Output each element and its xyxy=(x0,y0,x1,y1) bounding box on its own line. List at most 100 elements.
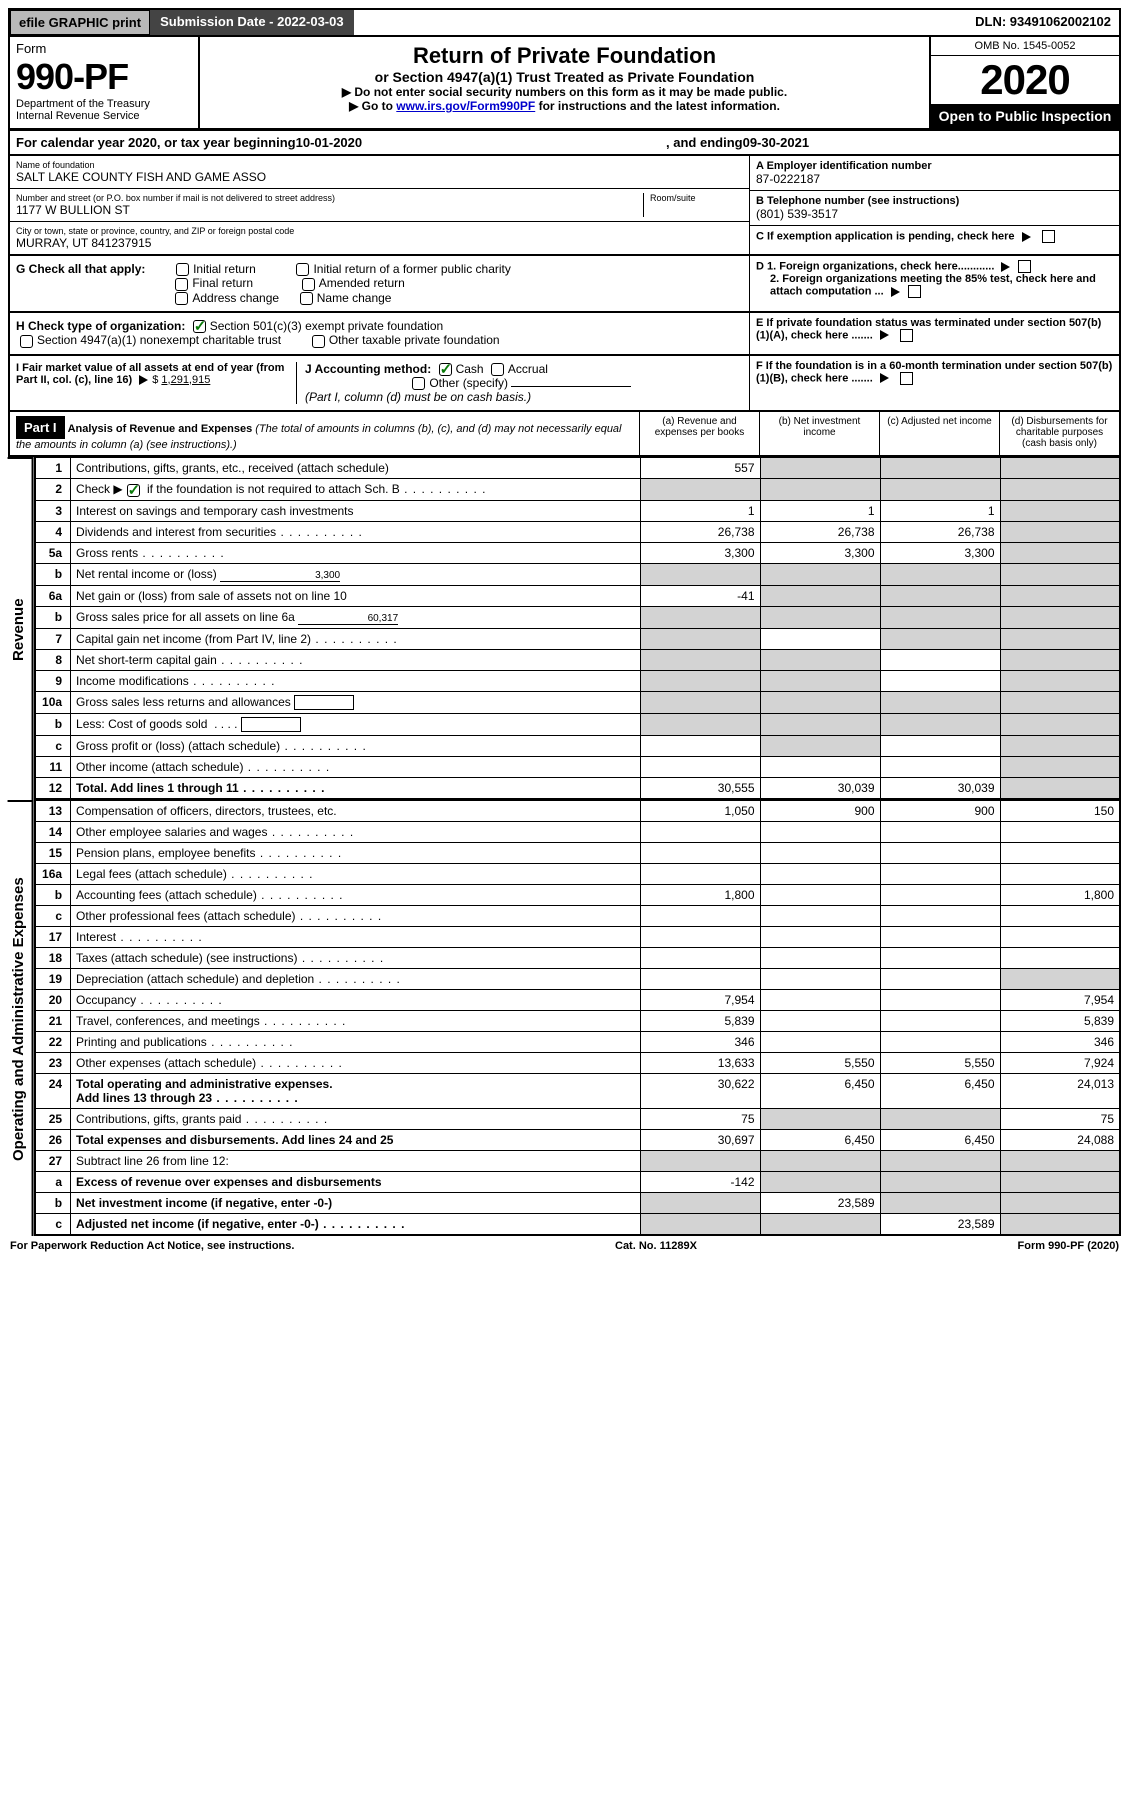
table-row: 9Income modifications xyxy=(35,670,1120,691)
table-row: bLess: Cost of goods sold . . . . xyxy=(35,713,1120,735)
table-row: 7Capital gain net income (from Part IV, … xyxy=(35,628,1120,649)
calendar-year-row: For calendar year 2020, or tax year begi… xyxy=(8,130,1121,156)
table-row: 26Total expenses and disbursements. Add … xyxy=(35,1130,1120,1151)
name-change-checkbox[interactable] xyxy=(300,292,313,305)
initial-return-checkbox[interactable] xyxy=(176,263,189,276)
h-e-row: H Check type of organization: Section 50… xyxy=(8,313,1121,356)
form-label: Form xyxy=(16,41,192,56)
arrow-icon xyxy=(139,375,148,385)
open-to-public: Open to Public Inspection xyxy=(931,104,1119,128)
schb-checkbox[interactable] xyxy=(127,484,140,497)
table-row: 5aGross rents3,3003,3003,300 xyxy=(35,542,1120,563)
address-change-checkbox[interactable] xyxy=(175,292,188,305)
ein-label: A Employer identification number xyxy=(756,160,1113,172)
table-row: 23Other expenses (attach schedule)13,633… xyxy=(35,1053,1120,1074)
city-state-zip: MURRAY, UT 841237915 xyxy=(16,236,743,250)
col-c-header: (c) Adjusted net income xyxy=(879,412,999,455)
table-row: 3Interest on savings and temporary cash … xyxy=(35,500,1120,521)
table-row: bGross sales price for all assets on lin… xyxy=(35,606,1120,628)
arrow-icon xyxy=(891,287,900,297)
expenses-table: 13Compensation of officers, directors, t… xyxy=(34,800,1121,1236)
i-j-f-row: I Fair market value of all assets at end… xyxy=(8,356,1121,413)
j-label: J Accounting method: xyxy=(305,362,431,376)
table-row: 17Interest xyxy=(35,927,1120,948)
table-row: bNet rental income or (loss) 3,300 xyxy=(35,563,1120,585)
table-row: bNet investment income (if negative, ent… xyxy=(35,1193,1120,1214)
name-label: Name of foundation xyxy=(16,160,743,170)
i-label: I Fair market value of all assets at end… xyxy=(16,362,284,386)
cash-checkbox[interactable] xyxy=(439,363,452,376)
f-checkbox[interactable] xyxy=(900,372,913,385)
table-row: 16aLegal fees (attach schedule) xyxy=(35,864,1120,885)
tax-year-begin: 10-01-2020 xyxy=(296,135,363,150)
arrow-icon xyxy=(1022,232,1031,242)
submission-date: Submission Date - 2022-03-03 xyxy=(150,10,354,35)
omb-number: OMB No. 1545-0052 xyxy=(931,37,1119,56)
col-b-header: (b) Net investment income xyxy=(759,412,879,455)
ein-value: 87-0222187 xyxy=(756,172,1113,186)
room-label: Room/suite xyxy=(650,193,743,203)
table-row: aExcess of revenue over expenses and dis… xyxy=(35,1172,1120,1193)
page-footer: For Paperwork Reduction Act Notice, see … xyxy=(8,1236,1121,1256)
city-label: City or town, state or province, country… xyxy=(16,226,743,236)
form-header: Form 990-PF Department of the Treasury I… xyxy=(8,37,1121,130)
irs-link[interactable]: www.irs.gov/Form990PF xyxy=(396,99,535,113)
table-row: 4Dividends and interest from securities2… xyxy=(35,521,1120,542)
col-a-header: (a) Revenue and expenses per books xyxy=(639,412,759,455)
form-number: 990-PF xyxy=(16,56,192,98)
arrow-icon xyxy=(1001,262,1010,272)
table-row: 18Taxes (attach schedule) (see instructi… xyxy=(35,948,1120,969)
g-d-row: G Check all that apply: Initial return I… xyxy=(8,256,1121,313)
dept-treasury: Department of the Treasury xyxy=(16,98,192,110)
part1-title: Analysis of Revenue and Expenses xyxy=(68,423,253,435)
revenue-side-label: Revenue xyxy=(8,457,34,800)
ssn-warning: ▶ Do not enter social security numbers o… xyxy=(206,85,923,99)
f-label: F If the foundation is in a 60-month ter… xyxy=(756,360,1112,384)
arrow-icon xyxy=(880,373,889,383)
irs-label: Internal Revenue Service xyxy=(16,110,192,122)
form-title: Return of Private Foundation xyxy=(206,43,923,69)
accrual-checkbox[interactable] xyxy=(491,363,504,376)
tax-year-end: 09-30-2021 xyxy=(743,135,810,150)
tax-year: 2020 xyxy=(931,56,1119,104)
d2-checkbox[interactable] xyxy=(908,285,921,298)
table-row: 14Other employee salaries and wages xyxy=(35,822,1120,843)
part1-header: Part I Analysis of Revenue and Expenses … xyxy=(8,412,1121,457)
table-row: 15Pension plans, employee benefits xyxy=(35,843,1120,864)
table-row: 13Compensation of officers, directors, t… xyxy=(35,801,1120,822)
foundation-name: SALT LAKE COUNTY FISH AND GAME ASSO xyxy=(16,170,743,184)
table-row: 2Check ▶ if the foundation is not requir… xyxy=(35,479,1120,500)
catalog-number: Cat. No. 11289X xyxy=(294,1240,1017,1252)
initial-public-checkbox[interactable] xyxy=(296,263,309,276)
other-method-checkbox[interactable] xyxy=(412,377,425,390)
fmv-value: 1,291,915 xyxy=(161,374,210,386)
phone-value: (801) 539-3517 xyxy=(756,207,1113,221)
amended-return-checkbox[interactable] xyxy=(302,278,315,291)
g-label: G Check all that apply: xyxy=(16,262,145,276)
other-taxable-checkbox[interactable] xyxy=(312,335,325,348)
phone-label: B Telephone number (see instructions) xyxy=(756,195,1113,207)
table-row: 1Contributions, gifts, grants, etc., rec… xyxy=(35,458,1120,479)
d1-checkbox[interactable] xyxy=(1018,260,1031,273)
exemption-checkbox[interactable] xyxy=(1042,230,1055,243)
h-label: H Check type of organization: xyxy=(16,319,185,333)
top-bar: efile GRAPHIC print Submission Date - 20… xyxy=(8,8,1121,37)
d2-label: 2. Foreign organizations meeting the 85%… xyxy=(756,273,1113,298)
table-row: 12Total. Add lines 1 through 1130,55530,… xyxy=(35,778,1120,800)
s4947-checkbox[interactable] xyxy=(20,335,33,348)
arrow-icon xyxy=(880,330,889,340)
efile-print-button[interactable]: efile GRAPHIC print xyxy=(10,10,150,35)
table-row: 27Subtract line 26 from line 12: xyxy=(35,1151,1120,1172)
table-row: 25Contributions, gifts, grants paid7575 xyxy=(35,1109,1120,1130)
table-row: cGross profit or (loss) (attach schedule… xyxy=(35,736,1120,757)
s501c3-checkbox[interactable] xyxy=(193,320,206,333)
e-label: E If private foundation status was termi… xyxy=(756,317,1101,341)
table-row: 22Printing and publications346346 xyxy=(35,1032,1120,1053)
e-checkbox[interactable] xyxy=(900,329,913,342)
entity-block: Name of foundation SALT LAKE COUNTY FISH… xyxy=(8,156,1121,256)
table-row: 6aNet gain or (loss) from sale of assets… xyxy=(35,585,1120,606)
street-label: Number and street (or P.O. box number if… xyxy=(16,193,643,203)
table-row: 21Travel, conferences, and meetings5,839… xyxy=(35,1011,1120,1032)
final-return-checkbox[interactable] xyxy=(175,278,188,291)
table-row: 19Depreciation (attach schedule) and dep… xyxy=(35,969,1120,990)
